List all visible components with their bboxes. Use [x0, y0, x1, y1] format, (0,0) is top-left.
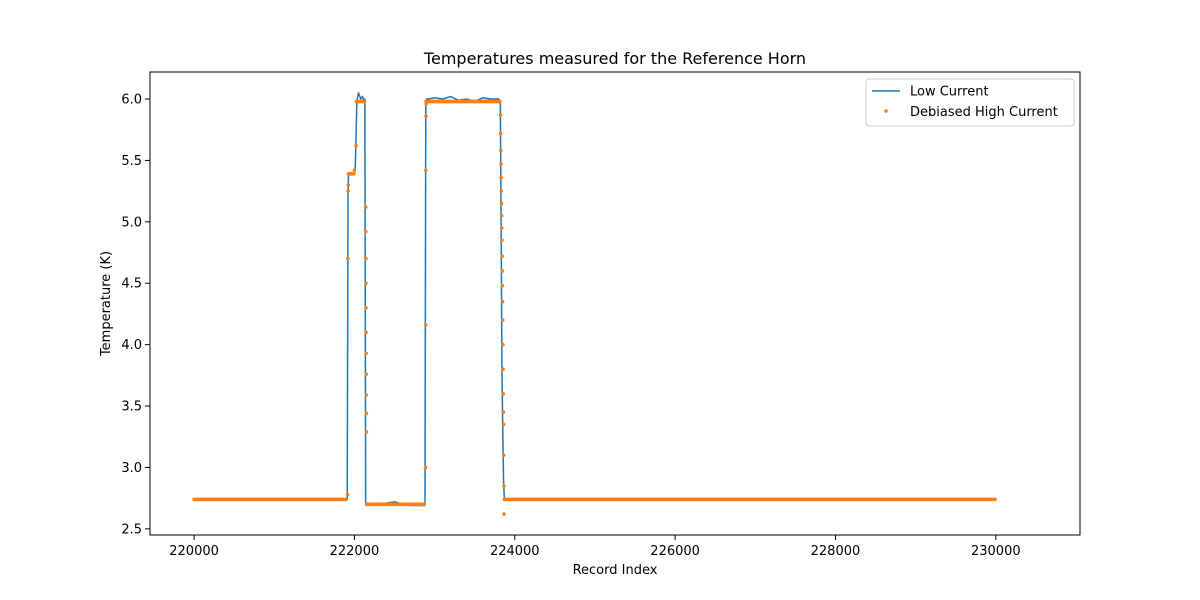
x-axis-title: Record Index [573, 563, 658, 578]
scatter-point [499, 162, 503, 166]
legend-label-debiased-high-current: Debiased High Current [910, 105, 1058, 120]
scatter-point [502, 512, 506, 516]
y-tick-label: 5.5 [121, 154, 142, 169]
scatter-point [364, 281, 368, 286]
scatter-point [364, 330, 368, 335]
scatter-point [346, 183, 351, 187]
scatter-point [424, 114, 428, 119]
x-tick-label: 222000 [330, 544, 380, 559]
scatter-point [501, 410, 506, 414]
scatter-point [501, 422, 506, 427]
scatter-point [364, 306, 368, 310]
scatter-point [354, 143, 358, 148]
scatter-point [501, 391, 506, 396]
scatter-point [502, 484, 506, 488]
y-tick-label: 6.0 [121, 93, 142, 108]
scatter-point [498, 113, 503, 117]
y-tick-label: 2.5 [121, 522, 142, 537]
scatter-point [499, 148, 503, 153]
scatter-point [422, 502, 426, 507]
legend-frame [865, 78, 1075, 127]
scatter-point [423, 465, 428, 470]
scatter-point [364, 351, 368, 356]
x-axis: 220000 222000 224000 226000 228000 230000 [169, 535, 1021, 559]
legend-swatch-debiased-high-current [884, 109, 888, 113]
x-tick-label: 226000 [650, 544, 700, 559]
scatter-point [500, 269, 505, 273]
y-axis-title: Temperature (K) [99, 251, 114, 357]
scatter-point [500, 283, 505, 288]
series-scatter-layer [192, 99, 997, 516]
scatter-point [499, 201, 504, 206]
y-tick-label: 3.0 [121, 461, 142, 476]
scatter-point [423, 323, 428, 327]
scatter-point [362, 99, 367, 104]
scatter-point [364, 372, 369, 376]
y-tick-label: 4.5 [121, 277, 142, 292]
scatter-point [501, 342, 505, 347]
y-tick-label: 4.0 [121, 338, 142, 353]
plot-frame [149, 71, 1081, 536]
scatter-point [501, 367, 505, 372]
scatter-point [364, 256, 368, 261]
scatter-point [363, 229, 368, 234]
plot-area [149, 71, 1081, 536]
scatter-point [500, 254, 504, 259]
scatter-point [344, 497, 348, 502]
scatter-point [501, 453, 506, 457]
scatter-point [364, 502, 369, 507]
scatter-point [345, 492, 350, 497]
y-axis: 2.5 3.0 3.5 4.0 4.5 5.0 5.5 6.0 [121, 93, 150, 537]
scatter-point [499, 213, 504, 218]
scatter-point [500, 238, 504, 243]
scatter-point [364, 393, 369, 397]
scatter-point [364, 430, 369, 434]
scatter-point [423, 168, 428, 173]
scatter-point [352, 168, 357, 173]
legend-label-low-current: Low Current [910, 85, 989, 100]
x-tick-label: 230000 [971, 544, 1021, 559]
scatter-point [346, 256, 350, 261]
scatter-point [500, 299, 505, 304]
scatter-point [993, 497, 997, 502]
x-tick-label: 220000 [169, 544, 219, 559]
scatter-point [499, 175, 503, 180]
scatter-point [346, 189, 350, 193]
legend: Low Current Debiased High Current [865, 78, 1075, 127]
y-tick-label: 5.0 [121, 215, 142, 230]
scatter-point [363, 205, 368, 209]
scatter-point [500, 226, 504, 230]
scatter-point [352, 172, 356, 176]
scatter-point [498, 131, 503, 136]
x-tick-label: 224000 [490, 544, 540, 559]
scatter-point [498, 99, 502, 104]
scatter-point [499, 189, 504, 193]
scatter-point [354, 99, 359, 104]
y-tick-label: 3.5 [121, 400, 142, 415]
scatter-point [500, 318, 505, 322]
chart-title: Temperatures measured for the Reference … [423, 49, 806, 68]
x-tick-label: 228000 [811, 544, 861, 559]
scatter-point [424, 102, 428, 106]
scatter-point [364, 411, 369, 416]
